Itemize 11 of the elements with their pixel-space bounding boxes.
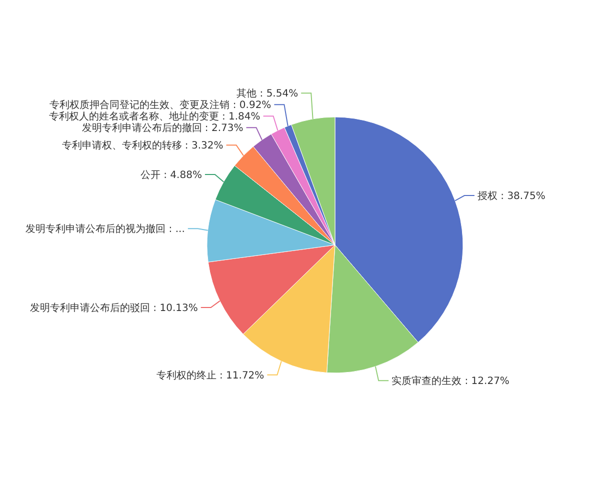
slice-label: 发明专利申请公布后的视为撤回 : ... — [26, 223, 185, 236]
slice-label: 其他 : 5.54% — [236, 88, 298, 100]
slice-label: 发明专利申请公布后的驳回 : 10.13% — [30, 302, 198, 314]
slice-label: 授权 : 38.75% — [477, 190, 546, 202]
slice-label: 专利权质押合同登记的生效、变更及注销 : 0.92% — [50, 99, 272, 112]
slice-label: 专利权人的姓名或者名称、地址的变更 : 1.84% — [48, 110, 260, 123]
slice-label: 专利权的终止 : 11.72% — [156, 369, 264, 382]
slice-label: 发明专利申请公布后的撤回 : 2.73% — [82, 122, 244, 134]
slice-label: 公开 : 4.88% — [140, 168, 202, 181]
slice-label: 专利申请权、专利权的转移 : 3.32% — [62, 140, 224, 152]
slice-label: 实质审查的生效 : 12.27% — [392, 375, 510, 388]
